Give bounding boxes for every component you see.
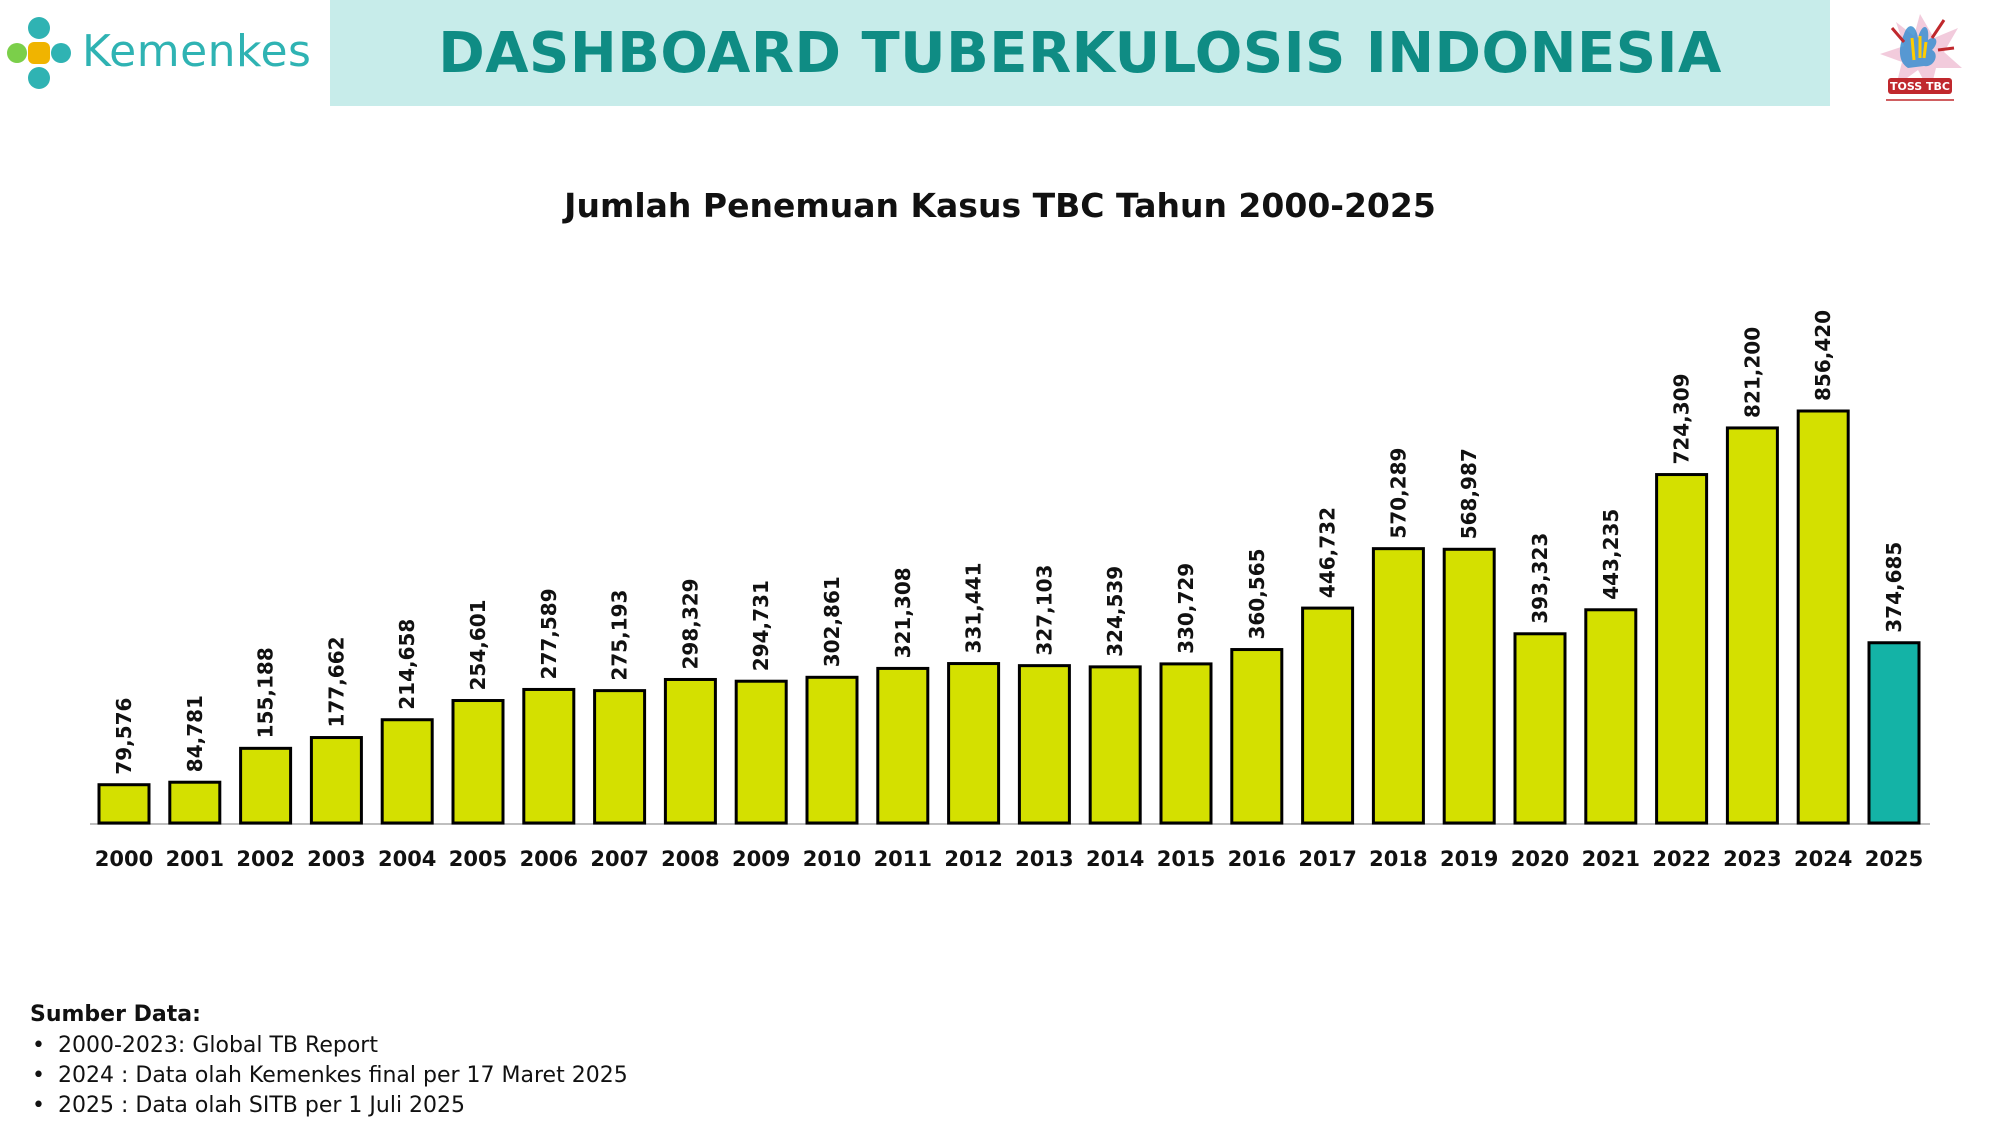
value-label-2019: 568,987 xyxy=(1457,448,1481,539)
tick-label-2003: 2003 xyxy=(307,847,365,871)
tick-label-2018: 2018 xyxy=(1369,847,1427,871)
tick-label-2023: 2023 xyxy=(1723,847,1781,871)
tick-label-2022: 2022 xyxy=(1652,847,1710,871)
value-label-2025: 374,685 xyxy=(1882,542,1906,633)
tick-label-2011: 2011 xyxy=(874,847,932,871)
value-label-2018: 570,289 xyxy=(1386,448,1410,539)
tick-label-2017: 2017 xyxy=(1298,847,1356,871)
value-label-2023: 821,200 xyxy=(1740,327,1764,418)
value-label-2014: 324,539 xyxy=(1103,566,1127,657)
kemenkes-plus-icon xyxy=(7,17,71,89)
tick-label-2019: 2019 xyxy=(1440,847,1498,871)
bar-2018 xyxy=(1371,547,1425,825)
value-label-2021: 443,235 xyxy=(1599,509,1623,600)
toss-tbc-logo: TOSS TBC xyxy=(1880,14,1962,101)
value-label-2020: 393,323 xyxy=(1528,533,1552,624)
bar-2002 xyxy=(239,746,293,825)
value-label-2022: 724,309 xyxy=(1670,373,1694,464)
bar-2022 xyxy=(1655,473,1709,825)
bar-2013 xyxy=(1017,664,1071,825)
value-label-2006: 277,589 xyxy=(537,588,561,679)
bar-2006 xyxy=(522,687,576,825)
bar-2004 xyxy=(380,718,434,825)
source-list: 2000-2023: Global TB Report 2024 : Data … xyxy=(30,1031,628,1121)
source-note: Sumber Data: 2000-2023: Global TB Report… xyxy=(30,1002,628,1121)
bar-2005 xyxy=(451,699,505,825)
value-label-2016: 360,565 xyxy=(1245,548,1269,639)
bar-2001 xyxy=(168,780,222,825)
toss-tbc-text: TOSS TBC xyxy=(1890,80,1950,93)
tick-label-2004: 2004 xyxy=(378,847,436,871)
tick-label-2005: 2005 xyxy=(449,847,507,871)
bar-2007 xyxy=(593,689,647,825)
bar-2003 xyxy=(309,736,363,825)
tick-label-2014: 2014 xyxy=(1086,847,1144,871)
bar-2024 xyxy=(1796,409,1850,825)
bar-2019 xyxy=(1442,547,1496,825)
value-label-2003: 177,662 xyxy=(324,636,348,727)
bar-2016 xyxy=(1230,648,1284,825)
source-item: 2024 : Data olah Kemenkes final per 17 M… xyxy=(30,1061,628,1091)
tick-label-2020: 2020 xyxy=(1511,847,1569,871)
tick-label-2001: 2001 xyxy=(166,847,224,871)
bar-2015 xyxy=(1159,662,1213,825)
tick-label-2007: 2007 xyxy=(590,847,648,871)
bar-2014 xyxy=(1088,665,1142,825)
bar-2017 xyxy=(1301,606,1355,825)
bar-2020 xyxy=(1513,632,1567,825)
tick-label-2002: 2002 xyxy=(236,847,294,871)
bar-chart: 79,576 2000 84,781 2001 155,188 2002 177,662 20… xyxy=(90,310,1930,871)
bar-2012 xyxy=(947,662,1001,825)
tick-label-2024: 2024 xyxy=(1794,847,1852,871)
page-title: DASHBOARD TUBERKULOSIS INDONESIA xyxy=(438,20,1722,86)
value-label-2017: 446,732 xyxy=(1316,507,1340,598)
tick-label-2009: 2009 xyxy=(732,847,790,871)
value-label-2013: 327,103 xyxy=(1032,565,1056,656)
bar-2009 xyxy=(734,679,788,825)
source-title: Sumber Data: xyxy=(30,1002,201,1027)
value-label-2002: 155,188 xyxy=(254,647,278,738)
tick-label-2010: 2010 xyxy=(803,847,861,871)
value-label-2000: 79,576 xyxy=(112,698,136,775)
brand-name: Kemenkes xyxy=(82,26,312,77)
tick-label-2013: 2013 xyxy=(1015,847,1073,871)
bar-2021 xyxy=(1584,608,1638,825)
tick-label-2021: 2021 xyxy=(1582,847,1640,871)
tick-label-2008: 2008 xyxy=(661,847,719,871)
header-banner: DASHBOARD TUBERKULOSIS INDONESIA xyxy=(330,0,1830,106)
value-label-2010: 302,861 xyxy=(820,576,844,667)
value-label-2012: 331,441 xyxy=(962,562,986,653)
source-item: 2000-2023: Global TB Report xyxy=(30,1031,628,1061)
value-label-2008: 298,329 xyxy=(678,578,702,669)
value-label-2004: 214,658 xyxy=(395,619,419,710)
value-label-2015: 330,729 xyxy=(1174,563,1198,654)
value-label-2001: 84,781 xyxy=(183,695,207,772)
bar-2010 xyxy=(805,675,859,825)
source-item: 2025 : Data olah SITB per 1 Juli 2025 xyxy=(30,1091,628,1121)
value-label-2007: 275,193 xyxy=(608,590,632,681)
bar-2011 xyxy=(876,666,930,825)
tick-label-2016: 2016 xyxy=(1228,847,1286,871)
bar-2025 xyxy=(1867,641,1921,825)
tick-label-2006: 2006 xyxy=(520,847,578,871)
tick-label-2012: 2012 xyxy=(944,847,1002,871)
value-label-2005: 254,601 xyxy=(466,599,490,690)
value-label-2009: 294,731 xyxy=(749,580,773,671)
kemenkes-logo: Kemenkes xyxy=(0,0,330,106)
chart-title: Jumlah Penemuan Kasus TBC Tahun 2000-202… xyxy=(564,186,1436,225)
tick-label-2025: 2025 xyxy=(1865,847,1923,871)
tick-label-2015: 2015 xyxy=(1157,847,1215,871)
bar-2023 xyxy=(1725,426,1779,825)
value-label-2011: 321,308 xyxy=(891,567,915,658)
value-label-2024: 856,420 xyxy=(1811,310,1835,401)
bar-2008 xyxy=(663,677,717,825)
bar-2000 xyxy=(97,783,151,825)
tick-label-2000: 2000 xyxy=(95,847,153,871)
